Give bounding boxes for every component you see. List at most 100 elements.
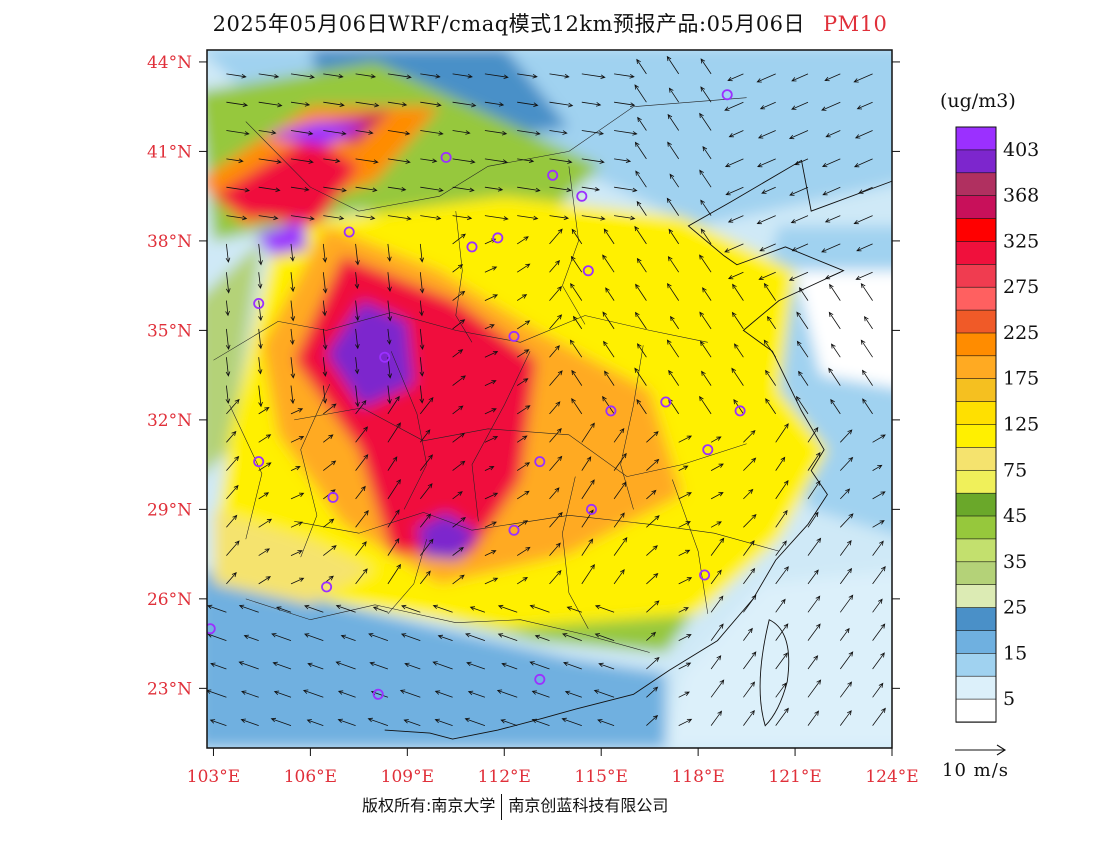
wind-arrow bbox=[419, 272, 425, 294]
wind-arrow bbox=[517, 73, 538, 79]
wind-arrow bbox=[636, 257, 647, 273]
wind-arrow bbox=[807, 595, 821, 613]
city-station-marker bbox=[379, 351, 391, 363]
wind-arrow bbox=[484, 266, 498, 273]
wind-arrow bbox=[763, 282, 777, 301]
south-sea bbox=[665, 570, 892, 748]
wind-arrow bbox=[290, 577, 305, 585]
wind-arrow bbox=[807, 569, 819, 585]
wind-arrow bbox=[355, 101, 380, 108]
legend-swatch bbox=[955, 286, 997, 311]
wind-arrow bbox=[775, 423, 789, 443]
wind-arrow bbox=[452, 405, 464, 415]
pollutant-label: PM10 bbox=[823, 12, 888, 36]
wind-arrow bbox=[840, 456, 854, 471]
legend-swatch bbox=[955, 469, 997, 494]
wind-arrow bbox=[839, 567, 853, 585]
wind-arrow bbox=[668, 369, 680, 386]
wind-arrow bbox=[566, 606, 582, 613]
south-low bbox=[207, 571, 666, 748]
wind-arrow bbox=[403, 719, 421, 726]
wind-arrow bbox=[763, 339, 777, 358]
wind-arrow bbox=[678, 492, 692, 500]
wind-arrow bbox=[290, 408, 304, 415]
wind-arrow bbox=[290, 101, 311, 107]
legend-swatch bbox=[955, 424, 997, 449]
wind-arrow bbox=[581, 422, 595, 443]
wind-arrow bbox=[872, 491, 886, 500]
wind-arrow bbox=[794, 158, 809, 166]
wind-arrow bbox=[549, 73, 570, 79]
wind-arrow bbox=[387, 130, 411, 136]
wind-arrow bbox=[775, 623, 789, 641]
legend-swatch bbox=[955, 378, 997, 403]
wind-arrow bbox=[323, 460, 337, 471]
copyright-footer: 版权所有:南京大学 南京创蓝科技有限公司 bbox=[362, 792, 668, 820]
wind-arrow bbox=[699, 311, 712, 330]
wind-arrow bbox=[419, 429, 431, 443]
wind-arrow bbox=[598, 662, 615, 670]
wind-arrow bbox=[710, 436, 722, 443]
wind-arrow bbox=[581, 186, 601, 192]
wind-arrow bbox=[669, 315, 680, 330]
legend-swatch bbox=[955, 149, 997, 174]
lat-tick-label: 35°N bbox=[147, 321, 192, 341]
wind-arrow bbox=[636, 399, 647, 415]
wind-arrow bbox=[839, 627, 850, 641]
wind-arrow bbox=[387, 186, 407, 192]
wind-arrow bbox=[452, 130, 471, 135]
wind-arrow bbox=[725, 186, 744, 196]
wind-arrow bbox=[226, 73, 247, 79]
wind-arrow bbox=[484, 294, 499, 301]
legend-swatch bbox=[955, 241, 997, 265]
wind-arrow bbox=[400, 633, 421, 641]
wind-arrow bbox=[570, 255, 583, 273]
legend-swatch bbox=[955, 630, 997, 655]
legend-label: 25 bbox=[1003, 597, 1027, 619]
wind-arrow bbox=[594, 604, 615, 613]
wind-arrow bbox=[667, 113, 680, 131]
wind-arrow bbox=[710, 710, 723, 726]
wind-arrow bbox=[307, 662, 324, 670]
wind-arrow bbox=[226, 540, 240, 556]
wind-arrow bbox=[775, 598, 786, 613]
wind-arrow bbox=[798, 287, 809, 301]
wind-arrow bbox=[258, 130, 277, 135]
wind-arrow bbox=[678, 549, 691, 556]
legend-label: 225 bbox=[1003, 322, 1039, 344]
wind-arrow bbox=[571, 398, 583, 415]
legend-swatch bbox=[955, 652, 997, 677]
wind-arrow bbox=[732, 283, 744, 301]
wind-arrow bbox=[484, 408, 497, 415]
wind-arrow bbox=[646, 714, 659, 726]
wind-arrow bbox=[335, 604, 356, 613]
wind-arrow bbox=[824, 271, 841, 280]
wind-arrow bbox=[614, 186, 638, 193]
wind-arrow bbox=[798, 370, 809, 386]
province-border bbox=[672, 479, 709, 614]
wind-arrow bbox=[387, 538, 400, 556]
wind-arrow bbox=[646, 600, 660, 613]
wind-arrow bbox=[290, 521, 303, 528]
purple-north bbox=[265, 121, 369, 146]
wind-arrow bbox=[594, 633, 615, 641]
wind-arrow bbox=[467, 690, 486, 698]
city-station-marker bbox=[372, 688, 384, 700]
wind-arrow bbox=[226, 158, 244, 164]
wind-arrow bbox=[743, 627, 753, 641]
color-legend: 403 368 325 275 225 175 125 75 45 35 25 15 5 bbox=[955, 126, 1039, 723]
legend-label: 15 bbox=[1003, 642, 1027, 664]
wind-arrow bbox=[807, 710, 820, 726]
wind-arrow bbox=[636, 343, 647, 358]
wind-arrow bbox=[452, 491, 463, 500]
wind-arrow bbox=[434, 718, 453, 726]
wind-arrow bbox=[678, 465, 689, 471]
wind-arrow bbox=[304, 604, 324, 613]
wind-arrow bbox=[323, 518, 335, 528]
wind-arrow bbox=[225, 243, 231, 263]
wind-arrow bbox=[420, 215, 442, 221]
wind-arrow bbox=[678, 662, 692, 670]
wind-arrow bbox=[605, 287, 615, 301]
legend-swatch bbox=[955, 492, 997, 517]
wind-arrow bbox=[516, 378, 529, 386]
